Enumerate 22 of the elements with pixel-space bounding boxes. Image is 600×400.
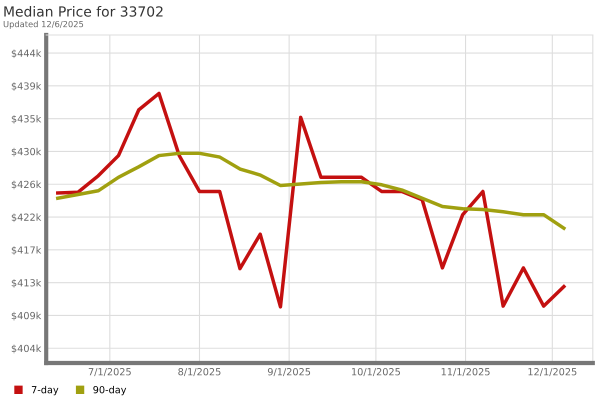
legend-label: 90-day [93,386,126,396]
legend-label: 7-day [32,386,58,396]
x-tick-label: 11/1/2025 [442,368,490,376]
chart-subtitle: Updated 12/6/2025 [4,20,84,29]
x-tick-label: 9/1/2025 [268,368,310,376]
y-tick-label: $426k [12,180,42,190]
y-tick-label: $413k [12,278,42,288]
line-series [56,152,566,230]
x-tick-label: 8/1/2025 [178,368,220,376]
y-tick-label: $409k [12,312,42,321]
x-tick-label: 10/1/2025 [352,368,400,376]
y-tick-label: $404k [12,344,42,354]
y-tick-label: $444k [12,49,42,58]
x-tick-label: 12/1/2025 [528,368,576,376]
y-tick-label: $430k [12,148,42,157]
y-tick-label: $439k [12,82,42,91]
y-tick-label: $417k [12,246,42,255]
y-tick-label: $422k [12,213,42,222]
x-tick-label: 7/1/2025 [88,368,131,376]
line-series [56,92,566,309]
y-tick-label: $435k [12,114,42,124]
chart-title: Median Price for 33702 [4,6,163,17]
